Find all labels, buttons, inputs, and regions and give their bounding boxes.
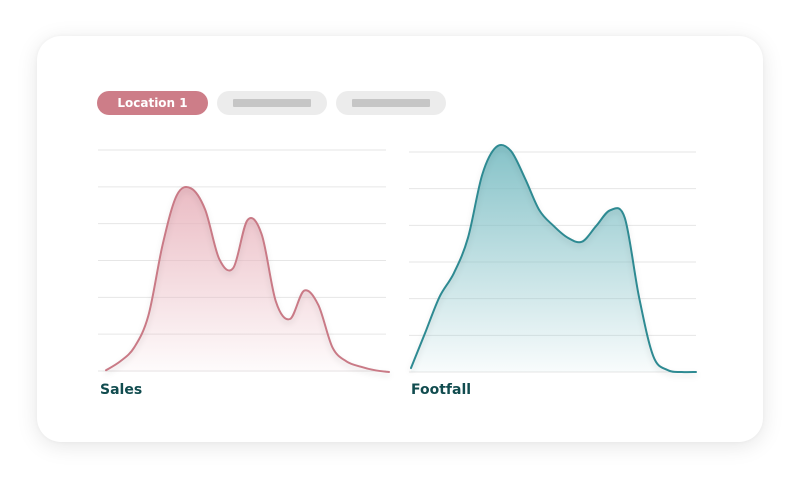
footfall-line xyxy=(410,143,697,374)
sales-title: Sales xyxy=(100,382,143,398)
tab-placeholder-3[interactable] xyxy=(336,91,446,115)
sales-line xyxy=(105,185,390,373)
sales-area xyxy=(106,186,389,372)
tab-location-1-label: Location 1 xyxy=(117,96,188,110)
footfall-area xyxy=(411,144,696,373)
tab-placeholder-bar xyxy=(233,99,311,107)
tab-placeholder-bar xyxy=(352,99,430,107)
location-tabs: Location 1 xyxy=(97,91,446,115)
tab-location-1[interactable]: Location 1 xyxy=(97,91,208,115)
tab-placeholder-2[interactable] xyxy=(217,91,327,115)
footfall-title: Footfall xyxy=(411,382,472,398)
footfall-chart xyxy=(409,143,697,374)
sales-chart xyxy=(98,149,390,373)
